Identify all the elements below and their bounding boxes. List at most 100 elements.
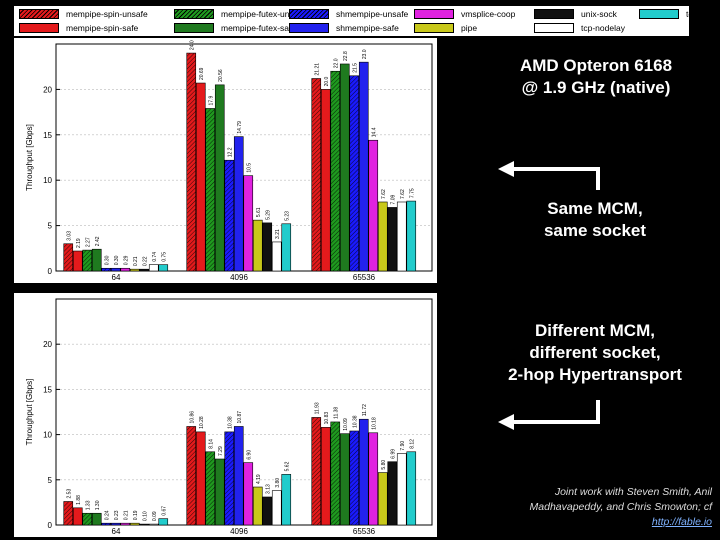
bar [148, 264, 159, 272]
bar [377, 472, 388, 526]
data-label: 7.75 [410, 188, 416, 198]
data-label: 0.10 [143, 511, 149, 521]
x-tick-label: 64 [112, 527, 121, 536]
chart-canvas-bottom: 0 5 10 15 20 Throughput [Gbps] 2.531.88 1.33 1.3… [25, 298, 433, 536]
bar [224, 159, 235, 272]
data-label: 0.19 [133, 510, 139, 520]
bar [63, 501, 74, 526]
bar [330, 421, 341, 526]
data-label: 23.0 [362, 49, 368, 59]
legend-label: shmempipe-safe [336, 23, 399, 33]
bar [358, 61, 369, 272]
bar [233, 136, 244, 272]
data-label: 3.13 [266, 484, 272, 494]
y-tick-label: 0 [48, 267, 53, 276]
data-label: 0.22 [143, 256, 149, 266]
data-label: 3.80 [275, 478, 281, 488]
bar [110, 267, 121, 272]
bar [396, 201, 407, 272]
bar [205, 451, 216, 526]
bar [281, 223, 292, 272]
bar [101, 267, 112, 272]
same-socket-line2: same socket [543, 221, 647, 240]
bar [406, 451, 417, 526]
legend-swatch [19, 23, 59, 33]
data-label: 7.90 [400, 441, 406, 451]
y-tick-label: 15 [43, 131, 52, 140]
data-label: 1.33 [86, 500, 92, 510]
throughput-chart-different-socket: 0 5 10 15 20 Throughput [Gbps] 2.53 1.88 1.33 1.3… [14, 293, 437, 537]
legend-label: mempipe-spin-safe [66, 23, 139, 33]
legend-label: pipe [461, 23, 478, 33]
y-axis-label: Throughput [Gbps] [25, 379, 34, 446]
bar [110, 522, 121, 526]
bar [262, 496, 273, 526]
bar [186, 426, 197, 526]
data-label: 5.80 [381, 460, 387, 470]
legend-label: mempipe-spin-unsafe [66, 9, 148, 19]
data-label: 7.09 [391, 194, 397, 204]
data-label: 3.21 [275, 229, 281, 239]
data-label: 1.30 [95, 500, 101, 510]
bar [129, 268, 140, 272]
bar [339, 433, 350, 526]
data-label: 0.09 [152, 511, 158, 521]
data-label: 22.0 [334, 58, 340, 68]
legend-swatch [289, 9, 329, 19]
data-label: 11.93 [315, 402, 321, 414]
credit-line1: Joint work with Steven Smith, Anil [554, 486, 712, 498]
legend-swatch [19, 9, 59, 19]
y-tick-label: 20 [43, 85, 52, 94]
bar [243, 175, 254, 272]
different-socket-line1: Different MCM, [535, 321, 655, 340]
cpu-title: AMD Opteron 6168 @ 1.9 GHz (native) [480, 55, 712, 99]
cpu-title-line1: AMD Opteron 6168 [519, 56, 673, 75]
legend-swatch [174, 9, 214, 19]
y-tick-label: 10 [43, 431, 52, 440]
legend-swatch [414, 23, 454, 33]
data-label: 10.5 [247, 163, 253, 173]
data-label: 10.38 [353, 415, 359, 428]
data-label: 11.38 [334, 407, 340, 419]
legend-label: vmsplice-coop [461, 9, 516, 19]
bar [358, 418, 369, 526]
bar [262, 222, 273, 272]
data-label: 0.21 [133, 256, 139, 266]
bar [195, 431, 206, 526]
bar [72, 507, 83, 526]
data-label: 20.0 [324, 76, 330, 86]
chart-canvas-top: 0 5 10 15 20 Throughput [Gbps] 3.032.19 2.27 2.4… [25, 40, 433, 282]
data-label: 2.19 [76, 238, 82, 248]
data-label: 14.4 [372, 127, 378, 137]
credit-link[interactable]: http://fable.io [651, 516, 712, 528]
data-label: 17.9 [209, 96, 215, 106]
data-label: 11.72 [362, 404, 368, 416]
data-label: 4.19 [256, 474, 262, 484]
y-tick-label: 5 [48, 222, 53, 231]
bar [120, 522, 131, 526]
bar [339, 63, 350, 272]
bar [91, 248, 102, 272]
data-label: 20.56 [218, 69, 224, 82]
data-label: 0.24 [105, 510, 111, 520]
legend-label: mempipe-futex-unsafe [221, 9, 306, 19]
chart-legend: mempipe-spin-unsafe mempipe-futex-unsafe s… [14, 6, 697, 36]
credit-line2: Madhavapeddy, and Chris Smowton; cf [529, 501, 712, 513]
data-label: 2.27 [86, 237, 92, 247]
data-label: 2.42 [95, 236, 101, 246]
y-tick-label: 10 [43, 176, 52, 185]
data-label: 8.14 [209, 439, 215, 449]
bar [311, 417, 322, 526]
legend-label: unix-sock [581, 9, 617, 19]
bar [330, 70, 341, 272]
bar [91, 512, 102, 526]
data-label: 10.28 [199, 416, 205, 429]
legend-swatch [534, 9, 574, 19]
different-socket-line3: 2-hop Hypertransport [508, 365, 682, 384]
data-label: 24.0 [190, 40, 196, 50]
data-label: 10.09 [343, 418, 349, 431]
x-tick-label: 64 [112, 273, 121, 282]
data-label: 6.90 [247, 450, 253, 460]
legend-label: tcp-nodelay [581, 23, 625, 33]
cpu-title-line2: @ 1.9 GHz (native) [521, 78, 671, 97]
